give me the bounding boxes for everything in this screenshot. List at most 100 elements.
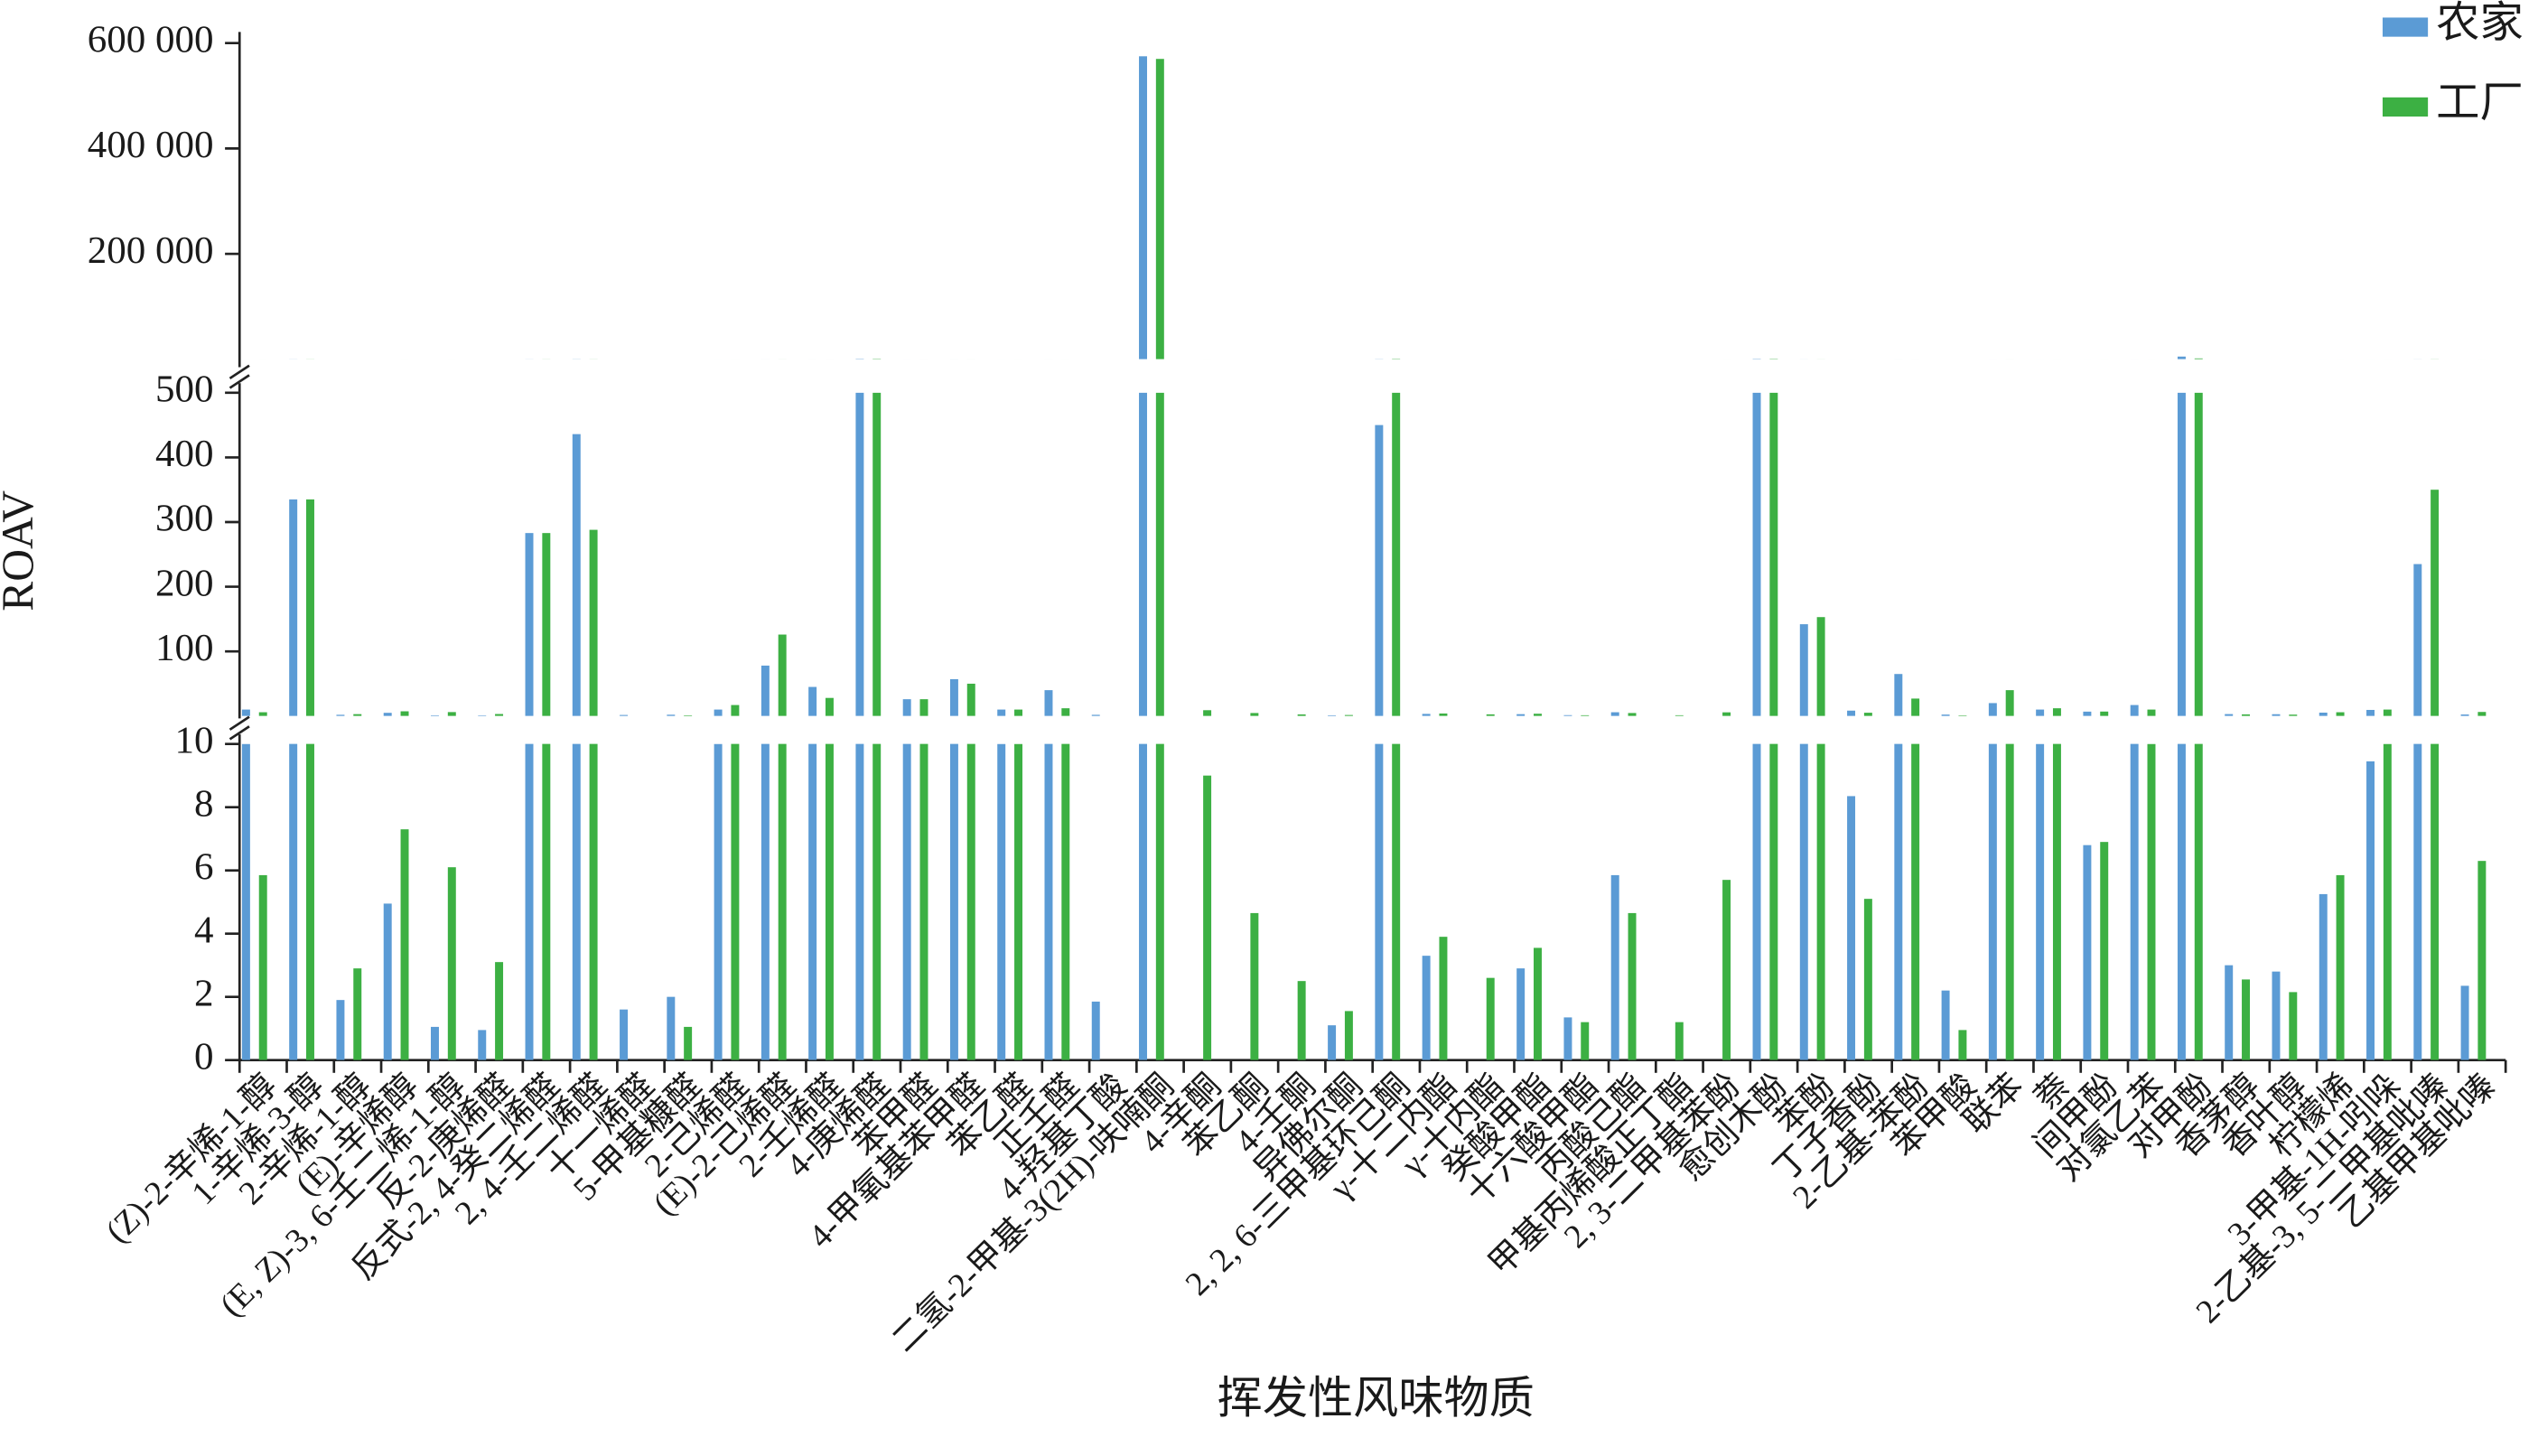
bar xyxy=(1297,714,1306,716)
bar xyxy=(2289,992,2298,1060)
bar xyxy=(1769,743,1778,1060)
axis-break xyxy=(229,364,250,380)
bar xyxy=(2177,356,2186,359)
bar xyxy=(1139,56,1147,359)
bar xyxy=(2177,743,2186,1060)
bar xyxy=(2225,714,2234,716)
bar xyxy=(2460,714,2469,716)
bar xyxy=(1486,714,1495,716)
y-tick-label: 10 xyxy=(175,720,214,762)
bar xyxy=(2383,709,2392,716)
bar xyxy=(2336,712,2345,716)
bar xyxy=(1250,912,1259,1060)
bar xyxy=(400,711,409,716)
bar xyxy=(760,665,770,716)
bar xyxy=(2083,711,2092,716)
bar xyxy=(1799,743,1808,1060)
bar xyxy=(855,743,864,1060)
bar xyxy=(2431,743,2440,1060)
bar xyxy=(902,743,911,1060)
bar xyxy=(825,743,834,1060)
bar xyxy=(2431,490,2440,716)
bar xyxy=(1516,968,1526,1060)
bar xyxy=(919,699,928,716)
bar xyxy=(2225,965,2234,1060)
bar xyxy=(1563,714,1572,716)
bar xyxy=(336,1000,345,1060)
bar xyxy=(1155,743,1164,1060)
bar xyxy=(542,533,551,716)
bar xyxy=(572,743,581,1060)
bar xyxy=(902,699,911,716)
bar xyxy=(949,743,958,1060)
bar xyxy=(1675,1022,1684,1060)
bar xyxy=(1534,947,1542,1060)
bar xyxy=(825,697,834,716)
bar xyxy=(1091,714,1100,716)
bar xyxy=(2242,979,2251,1060)
bar xyxy=(1422,714,1431,716)
bar xyxy=(400,829,409,1060)
bar xyxy=(1014,743,1023,1060)
bar xyxy=(1139,743,1147,1060)
bar xyxy=(2366,761,2375,1060)
bar xyxy=(2083,845,2092,1060)
bar xyxy=(1722,712,1731,716)
bar xyxy=(2036,743,2045,1060)
bar xyxy=(966,683,975,716)
y-tick-label: 500 xyxy=(155,369,214,411)
bar xyxy=(1816,743,1825,1060)
bar xyxy=(1061,743,1070,1060)
bar xyxy=(2130,743,2139,1060)
bar xyxy=(525,743,534,1060)
bar xyxy=(1988,743,1997,1060)
bar xyxy=(2460,985,2469,1060)
bar xyxy=(808,686,817,716)
bar xyxy=(289,499,298,716)
bar xyxy=(2336,874,2345,1060)
bar xyxy=(620,714,629,716)
y-tick-label: 200 xyxy=(155,563,214,605)
bar xyxy=(1328,714,1337,716)
bar xyxy=(1958,1030,1967,1060)
bar xyxy=(872,743,882,1060)
bar xyxy=(525,533,534,716)
bar xyxy=(684,1026,693,1060)
bar xyxy=(1610,712,1619,716)
bar xyxy=(1911,743,1920,1060)
bar xyxy=(1344,714,1353,716)
bar xyxy=(306,499,314,716)
y-axis-label: ROAV xyxy=(0,490,42,611)
bar xyxy=(1958,715,1967,716)
axis-break xyxy=(229,725,250,741)
bar xyxy=(1911,698,1920,716)
bar xyxy=(1863,713,1872,716)
bar xyxy=(1297,981,1306,1060)
bar xyxy=(714,743,723,1060)
bar xyxy=(2413,564,2422,716)
legend-label: 工厂 xyxy=(2436,79,2524,127)
bar xyxy=(353,968,362,1060)
bar xyxy=(1847,710,1856,716)
bar xyxy=(383,713,392,716)
bar xyxy=(1139,392,1147,716)
bar xyxy=(1628,713,1637,716)
bar xyxy=(1847,796,1856,1060)
bar xyxy=(966,743,975,1060)
bar xyxy=(2319,893,2328,1060)
bar xyxy=(1988,703,1997,716)
bar xyxy=(2130,705,2139,716)
bar xyxy=(542,743,551,1060)
bar xyxy=(478,1030,487,1060)
bar xyxy=(1941,990,1950,1060)
bar xyxy=(1203,775,1212,1060)
bar xyxy=(2147,709,2156,716)
bar xyxy=(2036,709,2045,716)
bar xyxy=(620,1009,629,1060)
bar xyxy=(2383,743,2392,1060)
bar xyxy=(1752,743,1761,1060)
bar xyxy=(1769,392,1778,716)
bar xyxy=(2319,712,2328,716)
bar xyxy=(589,743,598,1060)
legend-label: 农家 xyxy=(2436,0,2524,47)
